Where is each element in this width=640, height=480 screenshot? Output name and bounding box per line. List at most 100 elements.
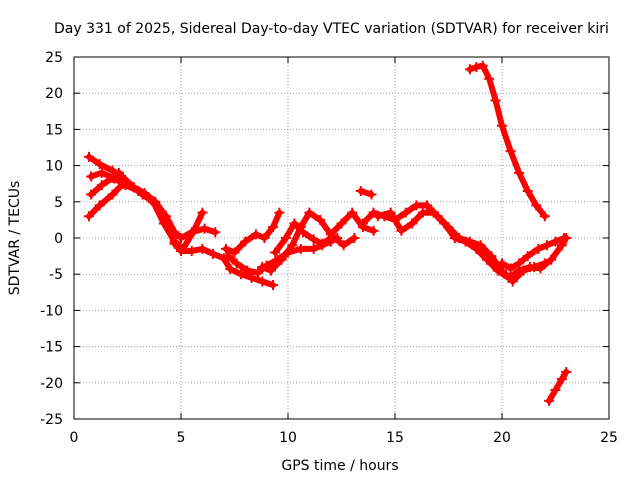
data-point-marker [94,159,105,170]
data-point-marker [86,171,97,182]
x-axis-tick-labels: 0 5 10 15 20 25 [70,430,618,446]
data-point-marker [96,167,107,178]
data-point-marker [505,263,516,274]
y-tick-label: 0 [54,231,63,247]
data-point-marker [86,189,97,200]
data-point-marker [349,233,360,243]
data-point-marker [308,243,319,254]
data-point-marker [270,247,281,258]
data-point-marker [357,218,368,229]
series-line-sat-l [466,62,548,220]
data-point-marker [295,243,306,254]
data-point-marker [257,276,268,287]
data-point-marker [107,189,118,200]
data-point-marker [338,240,349,251]
series-line-sat-d [86,180,206,252]
data-point-marker [148,196,159,207]
data-point-marker [471,62,482,73]
data-point-marker [533,243,544,254]
y-tick-label: -15 [40,340,63,356]
series-line-sat-g [259,209,377,274]
data-point-marker [347,207,358,218]
data-point-marker [188,225,199,236]
data-point-marker [490,95,501,106]
data-point-marker [464,64,475,75]
data-point-marker [118,178,129,189]
data-point-marker [210,227,221,238]
data-point-marker [539,211,550,222]
data-point-marker [561,366,572,377]
data-point-marker [535,263,546,274]
data-point-marker [128,182,139,193]
data-point-marker [544,395,555,406]
x-tick-label: 5 [177,430,186,446]
y-tick-label: 20 [45,86,63,102]
data-point-marker [422,200,433,211]
y-tick-label: -10 [40,303,63,319]
data-point-marker [417,207,428,218]
data-point-marker [449,233,460,243]
x-axis-label: GPS time / hours [281,458,398,474]
data-point-marker [372,211,383,222]
data-point-marker [197,207,208,218]
data-point-marker [197,243,208,254]
data-point-marker [304,207,315,218]
data-point-marker [546,254,557,265]
data-point-marker [83,151,94,162]
data-point-marker [327,231,338,242]
y-tick-label: 10 [45,159,63,175]
data-point-marker [220,243,231,254]
data-point-marker [250,229,261,240]
data-point-marker [178,243,189,254]
data-point-marker [396,225,407,236]
data-point-marker [497,258,507,269]
data-point-marker [428,207,439,218]
x-tick-label: 20 [493,430,511,446]
data-point-marker [514,167,525,178]
data-point-marker [471,243,482,254]
data-point-marker [259,233,270,243]
data-point-marker [482,254,493,265]
data-point-marker [460,236,471,247]
data-point-marker [253,267,264,278]
data-point-marker [229,247,240,258]
data-point-marker [505,146,516,157]
data-point-marker [83,211,94,222]
data-point-marker [242,265,253,276]
data-point-marker [158,218,169,229]
data-point-marker [308,234,319,245]
y-tick-label: -5 [49,267,63,283]
data-point-marker [366,189,377,200]
data-point-marker [439,218,450,229]
data-point-marker [186,246,197,257]
data-point-marker [550,236,561,247]
data-point-marker [169,236,180,247]
data-point-marker [477,60,488,71]
data-point-marker [556,374,567,385]
data-point-marker [280,233,291,243]
data-point-marker [94,200,105,211]
data-point-marker [336,218,347,229]
chart-title: Day 331 of 2025, Sidereal Day-to-day VTE… [54,21,609,37]
y-tick-label: -20 [40,376,63,392]
data-point-marker [368,225,379,236]
data-point-marker [492,265,503,276]
y-axis-tick-labels: 25 20 15 10 5 0 -5 -10 -15 -20 -25 [40,50,63,428]
data-point-marker [524,261,535,272]
x-tick-label: 15 [386,430,404,446]
data-point-marker [400,207,411,218]
data-point-marker [231,258,242,269]
data-point-marker [176,233,186,243]
data-point-marker [385,207,396,218]
axis-ticks [73,56,610,420]
data-point-marker [484,73,495,84]
data-point-marker [276,254,287,265]
y-tick-label: 15 [45,122,63,138]
data-point-marker [268,280,279,291]
data-point-marker [297,227,308,238]
x-tick-label: 10 [279,430,297,446]
data-point-marker [317,238,328,249]
data-point-marker [208,248,219,259]
plot-area [83,60,572,406]
